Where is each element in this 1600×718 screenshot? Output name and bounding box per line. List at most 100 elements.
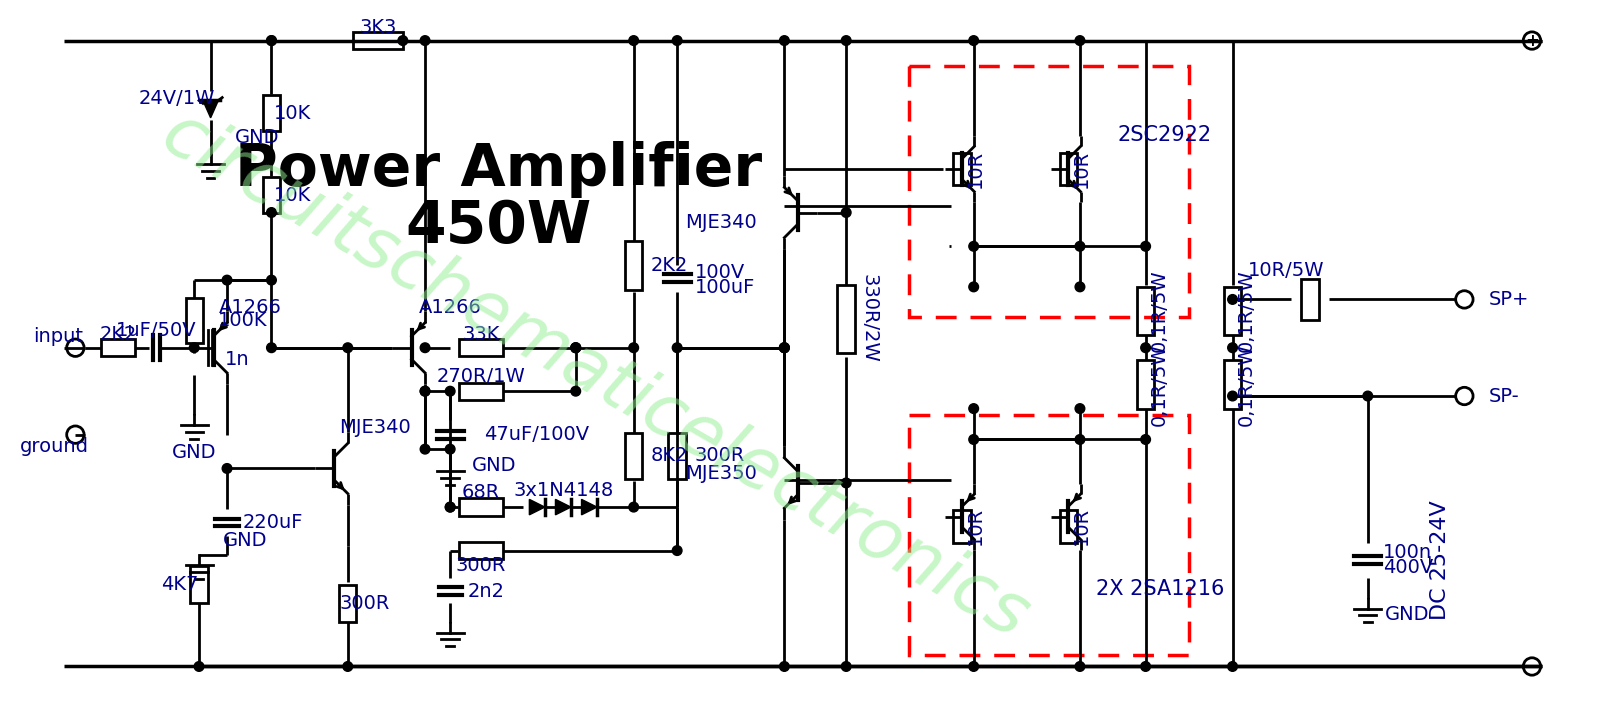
Text: GND: GND bbox=[235, 128, 280, 146]
Text: SP+: SP+ bbox=[1488, 290, 1530, 309]
Text: 10R: 10R bbox=[1072, 508, 1091, 546]
Text: 10K: 10K bbox=[274, 186, 312, 205]
Bar bbox=[262, 95, 280, 131]
Circle shape bbox=[571, 343, 581, 353]
Text: GND: GND bbox=[171, 442, 216, 462]
Text: 220uF: 220uF bbox=[243, 513, 302, 532]
Bar bbox=[1138, 360, 1154, 409]
Circle shape bbox=[1075, 282, 1085, 292]
Polygon shape bbox=[530, 500, 546, 515]
Text: +: + bbox=[1525, 32, 1539, 50]
Circle shape bbox=[1227, 391, 1237, 401]
Circle shape bbox=[1227, 662, 1237, 671]
Circle shape bbox=[842, 662, 851, 671]
Circle shape bbox=[1141, 434, 1150, 444]
Bar bbox=[1059, 153, 1077, 185]
Text: 100K: 100K bbox=[218, 311, 267, 330]
Circle shape bbox=[1075, 241, 1085, 251]
Bar bbox=[101, 339, 136, 356]
Circle shape bbox=[571, 386, 581, 396]
Bar bbox=[909, 65, 1189, 317]
Bar bbox=[339, 585, 357, 622]
Bar bbox=[1224, 360, 1242, 409]
Circle shape bbox=[1227, 294, 1237, 304]
Text: 10R: 10R bbox=[966, 508, 986, 546]
Text: 4K7: 4K7 bbox=[162, 575, 198, 594]
Circle shape bbox=[267, 275, 277, 285]
Bar bbox=[1059, 510, 1077, 543]
Circle shape bbox=[267, 36, 277, 45]
Bar bbox=[262, 177, 280, 213]
Polygon shape bbox=[555, 500, 571, 515]
Text: 400V: 400V bbox=[1384, 559, 1434, 577]
Circle shape bbox=[267, 208, 277, 218]
Text: MJE350: MJE350 bbox=[685, 464, 757, 482]
Circle shape bbox=[1363, 391, 1373, 401]
Circle shape bbox=[672, 343, 682, 353]
Bar bbox=[954, 153, 971, 185]
Text: 33K: 33K bbox=[462, 325, 499, 344]
Circle shape bbox=[779, 343, 789, 353]
Circle shape bbox=[970, 434, 979, 444]
Bar bbox=[954, 510, 971, 543]
Text: 2K2: 2K2 bbox=[99, 325, 136, 344]
Circle shape bbox=[629, 343, 638, 353]
Circle shape bbox=[398, 36, 408, 45]
Circle shape bbox=[842, 208, 851, 218]
Circle shape bbox=[445, 444, 454, 454]
Text: 68R: 68R bbox=[462, 483, 501, 502]
Text: 100n: 100n bbox=[1384, 543, 1432, 562]
Text: 3x1N4148: 3x1N4148 bbox=[514, 481, 613, 500]
Circle shape bbox=[1075, 404, 1085, 414]
Circle shape bbox=[970, 282, 979, 292]
Text: ground: ground bbox=[19, 437, 88, 456]
Text: SP-: SP- bbox=[1488, 386, 1520, 406]
Text: GND: GND bbox=[1386, 605, 1430, 624]
Circle shape bbox=[970, 404, 979, 414]
Text: 47uF/100V: 47uF/100V bbox=[483, 425, 589, 444]
Text: MJE340: MJE340 bbox=[685, 213, 757, 232]
Circle shape bbox=[672, 36, 682, 45]
Circle shape bbox=[571, 343, 581, 353]
Bar bbox=[459, 383, 504, 400]
Text: MJE340: MJE340 bbox=[339, 419, 411, 437]
Text: 10K: 10K bbox=[274, 103, 312, 123]
Text: 100V: 100V bbox=[694, 263, 744, 282]
Circle shape bbox=[672, 546, 682, 556]
Bar bbox=[186, 299, 203, 343]
Circle shape bbox=[779, 343, 789, 353]
Text: 1uF/50V: 1uF/50V bbox=[117, 321, 197, 340]
Text: 300R: 300R bbox=[694, 447, 746, 465]
Text: 8K2: 8K2 bbox=[651, 447, 688, 465]
Bar bbox=[626, 433, 642, 479]
Text: GND: GND bbox=[472, 456, 515, 475]
Text: 450W: 450W bbox=[405, 198, 592, 256]
Text: 300R: 300R bbox=[339, 595, 390, 613]
Text: 10R/5W: 10R/5W bbox=[1248, 261, 1323, 280]
Circle shape bbox=[842, 478, 851, 488]
Bar bbox=[459, 339, 504, 356]
Text: A1266: A1266 bbox=[219, 298, 282, 317]
Circle shape bbox=[1227, 343, 1237, 353]
Bar bbox=[1138, 287, 1154, 335]
Text: DC 25-24V: DC 25-24V bbox=[1430, 500, 1450, 620]
Circle shape bbox=[421, 36, 430, 45]
Circle shape bbox=[421, 444, 430, 454]
Circle shape bbox=[970, 241, 979, 251]
Circle shape bbox=[1141, 662, 1150, 671]
Text: Power Amplifier: Power Amplifier bbox=[235, 141, 762, 197]
Text: 0,1R/5W: 0,1R/5W bbox=[1150, 270, 1168, 353]
Bar bbox=[909, 415, 1189, 655]
Circle shape bbox=[189, 343, 198, 353]
Bar bbox=[190, 566, 208, 602]
Bar bbox=[459, 542, 504, 559]
Text: circuitschematicelectronics: circuitschematicelectronics bbox=[150, 100, 1040, 654]
Bar bbox=[1301, 279, 1318, 320]
Text: 0,1R/5W: 0,1R/5W bbox=[1237, 343, 1256, 426]
Circle shape bbox=[421, 386, 430, 396]
Circle shape bbox=[970, 662, 979, 671]
Text: 1n: 1n bbox=[226, 350, 250, 369]
Bar bbox=[626, 241, 642, 290]
Circle shape bbox=[222, 464, 232, 473]
Bar bbox=[352, 32, 403, 50]
